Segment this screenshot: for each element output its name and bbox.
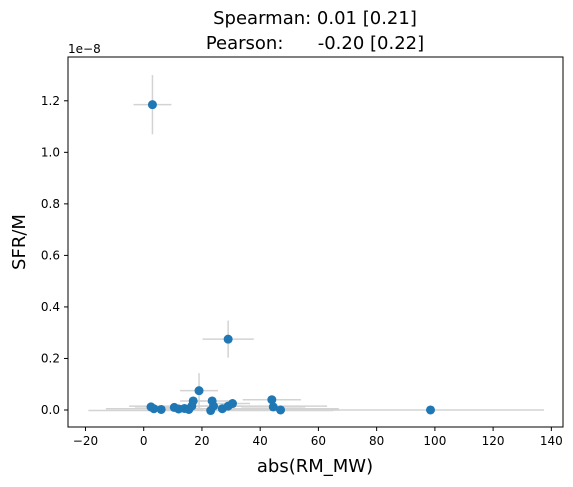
chart-title-line2: Pearson: -0.20 [0.22]: [206, 33, 424, 54]
x-tick-label: 80: [369, 434, 384, 448]
errorbar-layer: [88, 75, 545, 412]
x-axis-ticks: −20 0 20 40 60 80 100 120 140: [73, 427, 563, 448]
y-tick-label: 1.0: [41, 145, 60, 159]
marker-layer: [146, 100, 436, 416]
x-tick-label: 40: [253, 434, 268, 448]
y-tick-label: 0.2: [41, 351, 60, 365]
x-tick-label: 20: [194, 434, 209, 448]
data-point-4: [149, 404, 159, 414]
y-tick-label: 0.0: [41, 403, 60, 417]
x-tick-label: 140: [540, 434, 563, 448]
y-tick-label: 1.2: [41, 94, 60, 108]
y-offset-label: 1e−8: [68, 42, 101, 56]
x-tick-label: −20: [73, 434, 98, 448]
plot-frame: [67, 56, 564, 428]
data-point-18: [267, 395, 277, 405]
data-point-11: [187, 401, 197, 411]
data-point-14: [206, 406, 216, 416]
data-point-0: [147, 100, 157, 110]
data-point-21: [426, 405, 436, 415]
x-tick-label: 0: [140, 434, 148, 448]
data-point-17: [228, 399, 238, 409]
data-point-5: [156, 404, 166, 414]
x-tick-label: 100: [423, 434, 446, 448]
x-tick-label: 120: [482, 434, 505, 448]
data-point-19: [268, 402, 278, 412]
y-axis-ticks: 0.0 0.2 0.4 0.6 0.8 1.0 1.2: [41, 94, 68, 417]
data-point-20: [276, 405, 286, 415]
chart-title-line1: Spearman: 0.01 [0.21]: [213, 8, 417, 29]
y-tick-label: 0.4: [41, 300, 60, 314]
y-tick-label: 0.8: [41, 197, 60, 211]
x-tick-label: 60: [311, 434, 326, 448]
data-point-1: [223, 334, 233, 344]
x-axis-label: abs(RM_MW): [257, 456, 373, 477]
y-axis-label: SFR/M: [9, 214, 30, 270]
data-point-2: [194, 386, 204, 396]
y-tick-label: 0.6: [41, 248, 60, 262]
